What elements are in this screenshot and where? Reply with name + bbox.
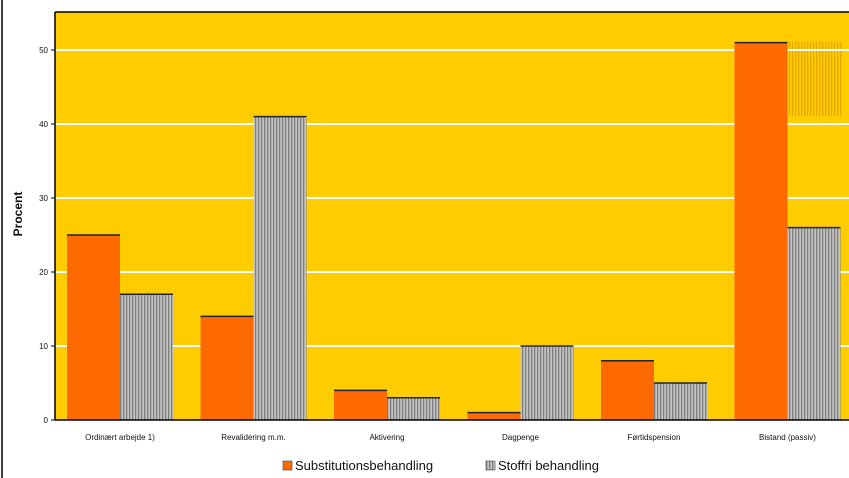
legend-swatch-substitution <box>282 460 293 471</box>
bar-drugfree <box>787 227 841 420</box>
plot-background <box>55 12 849 420</box>
y-tick-label: 0 <box>44 416 49 425</box>
legend-swatch-drugfree <box>485 460 496 471</box>
x-category-label: Ordinært arbejde 1) <box>85 433 155 442</box>
y-tick-label: 10 <box>39 342 48 351</box>
legend-label: Stoffri behandling <box>498 458 599 473</box>
y-tick-label: 50 <box>39 46 48 55</box>
bar-substitution <box>734 42 788 420</box>
x-category-label: Førtidspension <box>628 433 681 442</box>
bar-substitution <box>467 412 521 420</box>
bar-drugfree <box>520 346 574 420</box>
ghost-bar-artifact <box>788 42 843 116</box>
x-category-label: Aktivering <box>369 433 404 442</box>
bar-substitution <box>601 360 654 420</box>
x-category-label: Bistand (passiv) <box>759 433 816 442</box>
bar-substitution <box>200 316 254 420</box>
legend-label: Substitutionsbehandling <box>295 458 433 473</box>
y-tick-label: 40 <box>39 120 48 129</box>
bar-drugfree <box>387 397 440 420</box>
bar-substitution <box>67 235 120 420</box>
x-category-label: Dagpenge <box>502 433 539 442</box>
bar-drugfree <box>120 294 173 420</box>
x-category-label: Revalidering m.m. <box>221 433 285 442</box>
bar-substitution <box>334 390 387 420</box>
y-axis-label: Procent <box>11 192 25 237</box>
y-tick-label: 20 <box>39 268 48 277</box>
bar-drugfree <box>654 383 707 420</box>
legend: Substitutionsbehandling Stoffri behandlin… <box>282 458 599 473</box>
bar-drugfree <box>253 116 307 420</box>
y-tick-label: 30 <box>39 194 48 203</box>
